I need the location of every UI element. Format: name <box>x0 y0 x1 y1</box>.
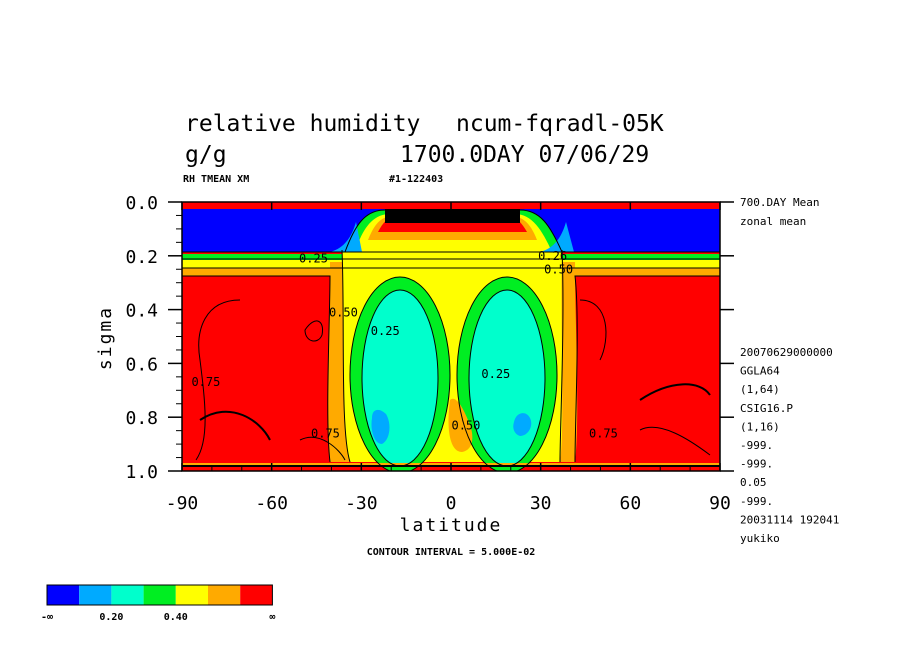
humidity-field <box>182 202 720 471</box>
side-info-line: -999. <box>740 495 773 508</box>
x-tick-label: -90 <box>166 493 199 514</box>
colorbar-label: ∞ <box>269 612 275 623</box>
y-tick-label: 0.4 <box>125 301 158 322</box>
x-tick-label: -30 <box>345 493 378 514</box>
side-info-top-line: zonal mean <box>740 215 806 228</box>
contour-line <box>344 209 563 253</box>
time-label: 1700.0DAY 07/06/29 <box>400 142 649 168</box>
side-info-line: -999. <box>740 439 773 452</box>
contour-line <box>299 437 346 461</box>
wedge-right-blue <box>540 222 574 252</box>
contour-line <box>199 410 271 441</box>
model-name: ncum-fqradl-05K <box>456 111 664 137</box>
side-info-line: (1,16) <box>740 420 780 433</box>
contour-line <box>304 320 324 342</box>
run-tag: #1-122403 <box>389 174 443 185</box>
colorbar-swatch <box>208 585 241 605</box>
colorbar-frame <box>46 584 273 606</box>
side-info-line: (1,64) <box>740 383 780 396</box>
x-axis-title: latitude <box>400 515 503 536</box>
colorbar-label: 0.40 <box>164 612 188 623</box>
y-tick-label: 0.6 <box>125 354 158 375</box>
side-info-line: 20070629000000 <box>740 346 833 359</box>
colorbar-swatch <box>143 585 176 605</box>
x-tick-label: -60 <box>255 493 288 514</box>
contour-line <box>341 249 351 463</box>
contour-line <box>639 383 711 401</box>
side-info-line: GGLA64 <box>740 365 780 378</box>
y-axis-title: sigma <box>95 306 116 370</box>
contour-label: 0.25 <box>371 324 400 338</box>
colorbar-swatch <box>79 585 112 605</box>
side-info-line: 20031114 192041 <box>740 513 839 526</box>
y-tick-label: 0.2 <box>125 247 158 268</box>
y-tick-label: 0.8 <box>125 408 158 429</box>
side-info: 700.DAY Mean zonal mean 20070629000000 GGLA… <box>740 196 839 545</box>
dry-core-left <box>371 409 390 444</box>
tropopause-dark <box>385 209 520 223</box>
side-info-top-line: 700.DAY Mean <box>740 196 819 209</box>
contour-label: 0.75 <box>589 426 618 440</box>
units-label: g/g <box>185 142 227 168</box>
chart-title: relative humidity <box>185 111 420 137</box>
contour-label: 0.50 <box>329 305 358 319</box>
equator-orange <box>448 398 473 452</box>
contour-line <box>579 299 607 361</box>
colorbar-swatch <box>175 585 208 605</box>
contour-label: 0.26 <box>538 249 567 263</box>
y-tick-label: 1.0 <box>125 462 158 483</box>
axes: -90 -60 -30 0 30 60 90 0.0 0.2 0.4 0.6 0.8 1.0 <box>125 193 734 514</box>
x-tick-label: 60 <box>619 493 641 514</box>
dry-core-right <box>513 413 532 436</box>
side-info-line: CSIG16.P <box>740 402 793 415</box>
colorbar-label: -∞ <box>41 612 53 623</box>
colorbar-swatch <box>111 585 144 605</box>
y-tick-label: 0.0 <box>125 193 158 214</box>
contour-line <box>195 299 241 461</box>
side-info-line: -999. <box>740 458 773 471</box>
contour-label: 0.25 <box>481 367 510 381</box>
side-info-line: 0.05 <box>740 476 767 489</box>
contour-line <box>574 275 720 463</box>
x-tick-label: 90 <box>709 493 731 514</box>
wedge-left-blue <box>330 222 362 252</box>
contour-line <box>456 276 558 471</box>
contour-label: 0.25 <box>299 251 328 265</box>
x-tick-label: 30 <box>530 493 552 514</box>
variable-tag: RH TMEAN XM <box>183 174 249 185</box>
side-info-line: yukiko <box>740 532 780 545</box>
contour-interval: CONTOUR INTERVAL = 5.000E-02 <box>367 547 536 558</box>
colorbar-swatch <box>240 585 273 605</box>
colorbar-label: 0.20 <box>99 612 123 623</box>
contour-labels: 0.25 0.260.500.500.250.250.750.500.75 0.75 <box>191 249 617 441</box>
x-tick-label: 0 <box>446 493 457 514</box>
contour-line <box>349 276 451 471</box>
contour-label: 0.75 <box>191 375 220 389</box>
colorbar: -∞ 0.20 0.40 ∞ <box>41 584 275 623</box>
contour-label: 0.75 <box>311 426 340 440</box>
colorbar-swatch <box>47 585 80 605</box>
contour-line <box>559 249 564 463</box>
contour-label: 0.50 <box>544 262 573 276</box>
contour-label: 0.50 <box>451 418 480 432</box>
contour-line <box>639 426 711 456</box>
